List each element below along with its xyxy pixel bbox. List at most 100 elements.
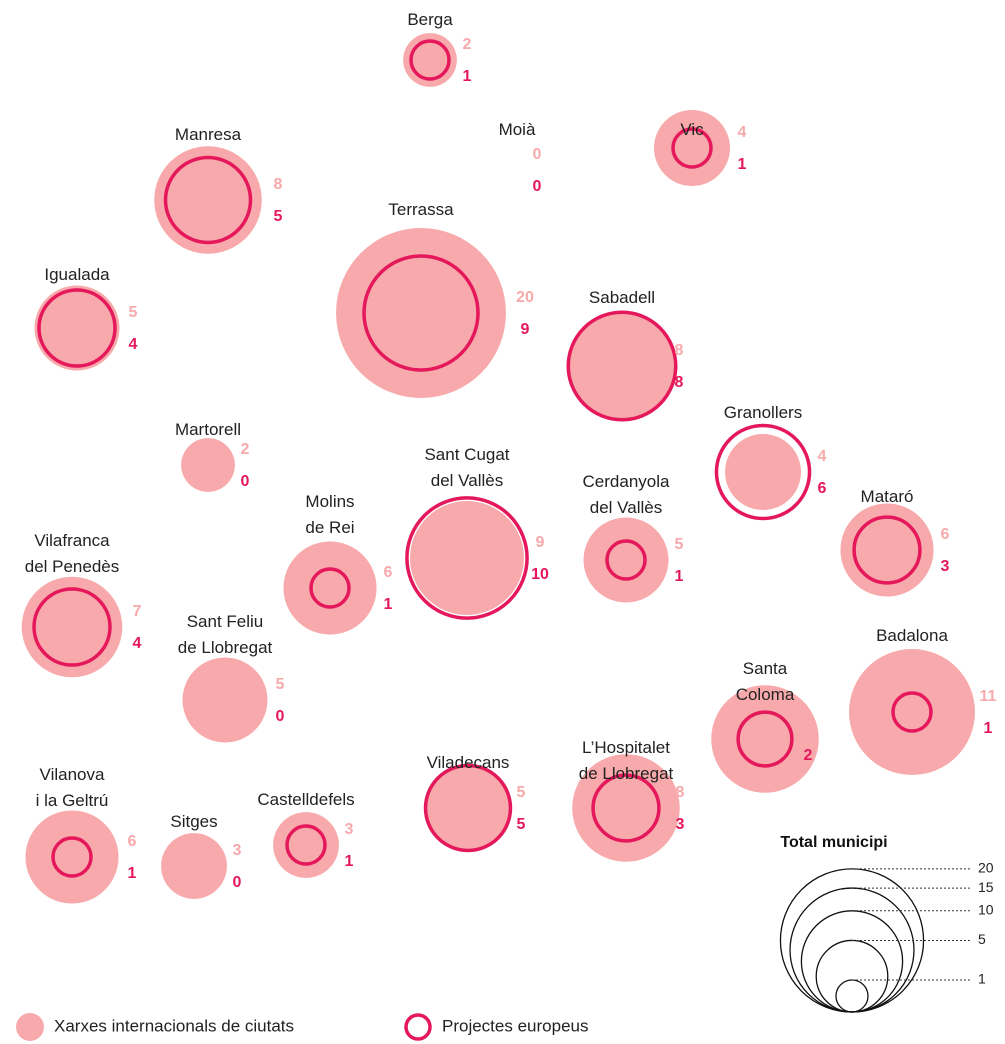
- city-label: Martorell: [174, 420, 242, 439]
- city-label: Manresa: [174, 125, 242, 144]
- value-label: 3: [941, 558, 950, 575]
- value-label: 5: [517, 816, 526, 833]
- bubble: [154, 146, 262, 254]
- bubble: [283, 541, 377, 635]
- ring: [566, 310, 678, 422]
- value-label: 5: [129, 304, 138, 321]
- city-label: Sitges: [170, 812, 218, 831]
- bubble: [161, 833, 227, 899]
- legend-circle: [789, 887, 915, 1013]
- bubble: [568, 312, 676, 420]
- city-label: Santa Coloma: [735, 659, 795, 704]
- value-label: 3: [345, 821, 354, 838]
- city-label: Vic: [680, 120, 704, 139]
- value-label: 4: [133, 635, 142, 652]
- value-label: 20: [516, 289, 534, 306]
- city-label: Sant Cugat del Vallès: [424, 445, 510, 490]
- city-label: Terrassa: [388, 200, 454, 219]
- city-label: L’Hospitalet de Llobregat: [578, 738, 674, 783]
- value-label: 1: [738, 156, 747, 173]
- ring: [409, 39, 451, 81]
- city-label: Sant Feliu de Llobregat: [177, 612, 273, 657]
- legend-tick-label: 1: [978, 971, 986, 987]
- value-label: 0: [533, 146, 542, 163]
- legend-tick-label: 5: [978, 931, 986, 947]
- value-label: 1: [984, 720, 993, 737]
- legend-tick-label: 15: [978, 879, 994, 895]
- value-label: 1: [463, 68, 472, 85]
- value-label: 5: [274, 208, 283, 225]
- ring: [32, 587, 112, 667]
- city-label: Viladecans: [426, 753, 510, 772]
- bubble: [182, 657, 268, 743]
- bubble: [21, 576, 123, 678]
- legend-tick-label: 20: [978, 860, 994, 876]
- value-label: 4: [738, 124, 747, 141]
- ring: [163, 155, 253, 245]
- value-label: 6: [818, 480, 827, 497]
- legend-circle: [815, 939, 889, 1013]
- ring: [405, 496, 529, 620]
- value-label: 5: [675, 536, 684, 553]
- value-label: 1: [675, 568, 684, 585]
- bubble: [711, 685, 819, 793]
- value-label: 9: [536, 534, 545, 551]
- ring: [362, 254, 480, 372]
- city-label: Badalona: [876, 626, 948, 645]
- legend-circle: [835, 979, 869, 1013]
- city-label: Molins de Rei: [305, 492, 355, 537]
- ring: [37, 288, 117, 368]
- value-label: 4: [818, 448, 827, 465]
- bubble: [583, 517, 669, 603]
- legend-label: Projectes europeus: [442, 1016, 588, 1035]
- city-label: Granollers: [723, 403, 803, 422]
- ring: [591, 773, 661, 843]
- value-label: 11: [980, 688, 997, 705]
- value-label: 2: [463, 36, 472, 53]
- legend-label: Xarxes internacionals de ciutats: [54, 1016, 294, 1035]
- value-label: 5: [276, 676, 285, 693]
- value-label: 4: [129, 336, 138, 353]
- ring: [852, 515, 922, 585]
- ring: [309, 567, 351, 609]
- city-label: Igualada: [44, 265, 110, 284]
- value-label: 6: [128, 833, 137, 850]
- ring: [736, 710, 794, 768]
- bubble: [273, 812, 339, 878]
- city-label: Moià: [498, 120, 536, 139]
- bubble: [410, 501, 524, 615]
- value-label: 2: [804, 747, 813, 764]
- value-label: 3: [233, 842, 242, 859]
- legend-circle: [800, 910, 904, 1013]
- ring: [891, 691, 933, 733]
- city-label: Berga: [407, 10, 453, 29]
- ring: [51, 836, 93, 878]
- value-label: 8: [676, 784, 685, 801]
- value-label: 9: [521, 321, 530, 338]
- value-label: 6: [941, 526, 950, 543]
- city-label: Castelldefels: [257, 790, 355, 809]
- ring: [285, 824, 327, 866]
- bubble: [181, 438, 235, 492]
- bubble: [654, 110, 730, 186]
- legend-tick-label: 10: [978, 902, 994, 918]
- ring: [714, 423, 812, 521]
- ring: [605, 539, 647, 581]
- value-label: 0: [533, 178, 542, 195]
- bubble: [25, 810, 119, 904]
- value-label: 7: [133, 603, 142, 620]
- bubble: [425, 765, 511, 851]
- value-label: 1: [384, 596, 393, 613]
- value-label: 5: [517, 784, 526, 801]
- city-label: Mataró: [860, 487, 914, 506]
- value-label: 1: [128, 865, 137, 882]
- bubble: [572, 754, 680, 862]
- value-label: 0: [233, 874, 242, 891]
- value-label: 0: [276, 708, 285, 725]
- legend-swatch: [16, 1013, 44, 1041]
- bubble: [725, 434, 801, 510]
- ring: [671, 127, 713, 169]
- value-label: 2: [241, 441, 250, 458]
